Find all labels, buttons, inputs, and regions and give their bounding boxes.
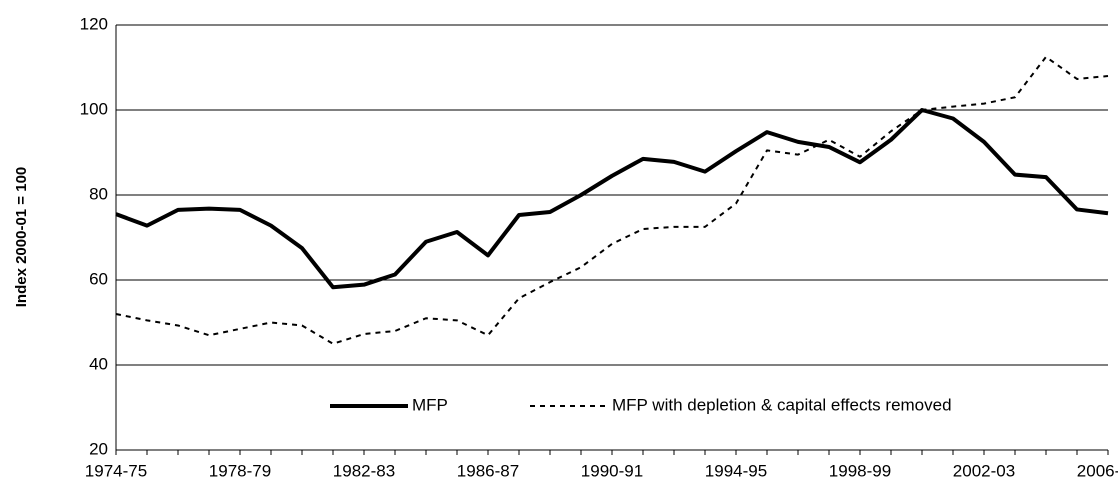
y-tick-label: 120	[80, 14, 108, 33]
series-line	[115, 108, 1109, 290]
y-tick-label: 80	[89, 184, 108, 203]
y-axis-label: Index 2000-01 = 100	[13, 167, 30, 308]
legend-label: MFP with depletion & capital effects rem…	[612, 395, 952, 414]
x-tick-label: 1982-83	[333, 461, 395, 480]
x-tick-label: 2006-07	[1077, 461, 1118, 480]
legend-label: MFP	[412, 395, 448, 414]
y-tick-label: 60	[89, 269, 108, 288]
x-tick-label: 1986-87	[457, 461, 519, 480]
x-tick-label: 2002-03	[953, 461, 1015, 480]
x-tick-label: 1978-79	[209, 461, 271, 480]
series-line	[115, 55, 1109, 345]
x-tick-label: 1998-99	[829, 461, 891, 480]
y-tick-label: 100	[80, 99, 108, 118]
x-tick-label: 1994-95	[705, 461, 767, 480]
y-tick-label: 40	[89, 354, 108, 373]
x-tick-label: 1974-75	[85, 461, 147, 480]
y-tick-label: 20	[89, 439, 108, 458]
x-tick-label: 1990-91	[581, 461, 643, 480]
